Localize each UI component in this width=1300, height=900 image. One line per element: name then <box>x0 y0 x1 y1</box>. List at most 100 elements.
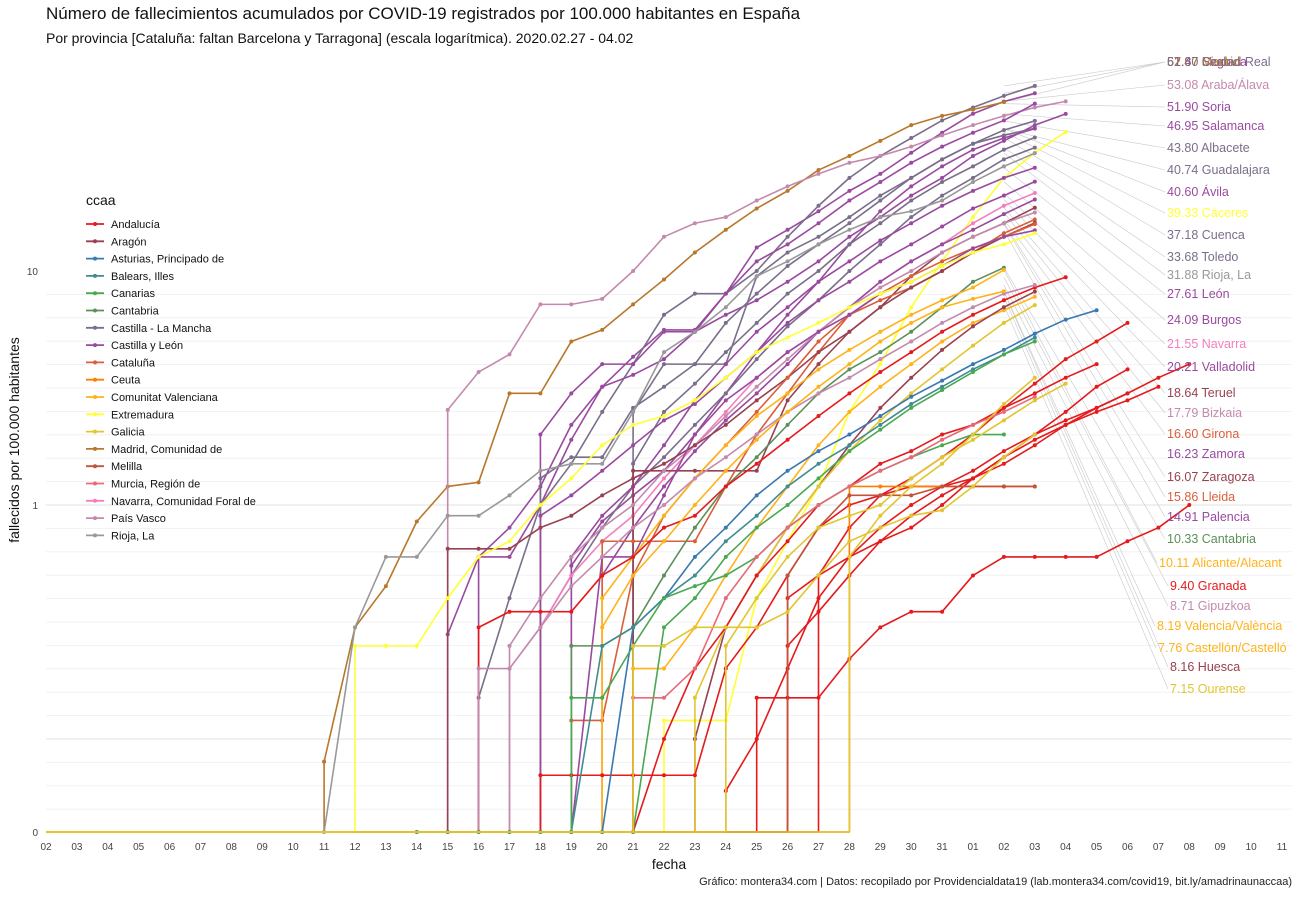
data-point <box>1001 164 1006 169</box>
data-point <box>1001 93 1006 98</box>
data-point <box>1063 357 1068 362</box>
data-point <box>631 422 636 427</box>
data-point <box>1001 305 1006 310</box>
series-group <box>46 289 1006 833</box>
data-point <box>692 362 697 367</box>
data-point <box>507 539 512 544</box>
data-point <box>816 503 821 507</box>
data-point <box>847 242 852 247</box>
x-tick-label: 02 <box>998 842 1010 853</box>
data-point <box>662 277 666 282</box>
series-line <box>46 368 1128 833</box>
data-point <box>383 554 388 559</box>
data-point <box>662 357 666 362</box>
data-point <box>909 320 914 325</box>
legend-item-label: Andalucía <box>111 219 161 231</box>
data-point <box>909 279 914 284</box>
data-point <box>940 164 945 169</box>
data-point <box>1032 145 1037 150</box>
x-tick-label: 28 <box>844 842 856 853</box>
x-tick-label: 22 <box>658 842 670 853</box>
x-tick-label: 20 <box>597 842 609 853</box>
end-label: 27.61 León <box>1167 287 1230 301</box>
data-point <box>600 525 605 530</box>
data-point <box>631 362 636 367</box>
data-point <box>754 198 759 203</box>
data-point <box>600 573 605 578</box>
data-point <box>785 362 790 367</box>
y-tick-label: 0 <box>32 828 38 839</box>
data-point <box>940 113 945 118</box>
legend-item-label: Murcia, Región de <box>111 479 200 491</box>
data-point <box>816 525 821 530</box>
data-point <box>816 242 821 247</box>
series-group <box>46 503 1192 833</box>
data-point <box>940 503 945 507</box>
data-point <box>631 443 636 448</box>
data-point <box>940 133 945 138</box>
data-point <box>569 695 574 700</box>
data-point <box>754 329 759 334</box>
data-point <box>476 666 481 671</box>
legend-item-label: Castilla - La Mancha <box>111 323 212 335</box>
x-tick-label: 12 <box>349 842 361 853</box>
end-label: 10.11 Alicante/Alacant <box>1159 556 1282 570</box>
legend-item-label: Ceuta <box>111 375 141 387</box>
series-group <box>46 91 1037 833</box>
data-point <box>631 476 636 481</box>
data-point <box>692 250 697 255</box>
data-point <box>1032 165 1037 170</box>
data-point <box>971 362 975 367</box>
data-point <box>1063 275 1068 280</box>
x-tick-label: 19 <box>566 842 578 853</box>
chart-caption: Gráfico: montera34.com | Datos: recopila… <box>699 876 1292 888</box>
x-tick-label: 30 <box>906 842 918 853</box>
series-group <box>46 394 1037 833</box>
data-point <box>1094 554 1099 559</box>
y-axis-ticks: 0 1 10 <box>27 267 39 839</box>
series-group <box>46 99 1068 833</box>
data-point <box>878 461 883 466</box>
x-tick-label: 31 <box>937 842 949 853</box>
data-point <box>971 123 975 128</box>
data-point <box>754 513 759 518</box>
data-point <box>662 312 666 317</box>
x-axis-ticks: 02 03 04 05 06 07 08 09 10 11 12 13 14 15 16 17 18 19 20 21… <box>40 842 1287 853</box>
data-point <box>816 362 821 367</box>
label-guide-line <box>1003 222 1166 478</box>
series-line <box>46 167 1036 833</box>
data-point <box>785 554 790 559</box>
data-point <box>723 468 728 473</box>
series-group <box>46 375 1037 833</box>
data-point <box>662 666 666 671</box>
data-point <box>878 384 883 389</box>
data-point <box>785 484 790 489</box>
data-point <box>878 259 883 264</box>
series-line <box>46 392 1128 833</box>
data-point <box>353 625 357 630</box>
data-point <box>692 584 697 589</box>
legend-item-label: Navarra, Comunidad Foral de <box>111 496 256 508</box>
label-guide-line <box>1003 291 1156 627</box>
data-point <box>754 414 759 419</box>
data-point <box>1001 138 1006 143</box>
data-point <box>414 519 419 524</box>
data-point <box>940 264 945 269</box>
label-guide-line <box>1003 267 1166 540</box>
data-point <box>723 320 728 325</box>
data-point <box>754 291 759 296</box>
data-point <box>692 476 697 481</box>
data-point <box>754 350 759 355</box>
data-point <box>878 370 883 375</box>
label-guide-line <box>1003 137 1166 236</box>
data-point <box>816 171 821 176</box>
series-group <box>46 151 1037 834</box>
data-point <box>909 312 914 317</box>
data-point <box>600 625 605 630</box>
data-point <box>538 596 543 601</box>
data-point <box>631 302 636 307</box>
data-point <box>662 476 666 481</box>
data-point <box>507 525 512 530</box>
data-point <box>1032 335 1037 340</box>
data-point <box>692 539 697 544</box>
